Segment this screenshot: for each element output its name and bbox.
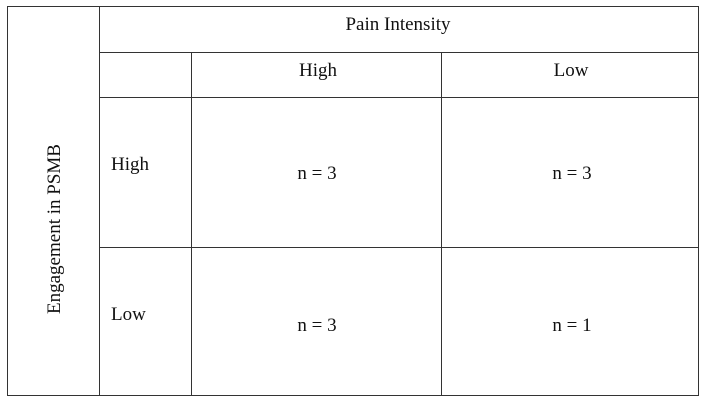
column-header-high: High — [299, 60, 337, 81]
row-label-high: High — [111, 154, 149, 175]
divider-columns — [441, 52, 442, 395]
cell-low-high: n = 3 — [297, 315, 337, 336]
row-group-header: Engagement in PSMB — [44, 144, 65, 314]
contingency-table: Pain Intensity High Low High Low n = 3 n… — [7, 6, 699, 396]
divider-row-labels — [191, 52, 192, 395]
cell-high-low: n = 3 — [552, 163, 592, 184]
divider-left-group — [99, 7, 100, 395]
column-group-header: Pain Intensity — [345, 14, 451, 35]
divider-group-header — [99, 52, 698, 53]
row-label-low: Low — [111, 304, 146, 325]
divider-rows — [99, 247, 698, 248]
cell-high-high: n = 3 — [297, 163, 337, 184]
column-header-low: Low — [553, 60, 589, 81]
divider-column-headers — [99, 97, 698, 98]
cell-low-low: n = 1 — [552, 315, 592, 336]
